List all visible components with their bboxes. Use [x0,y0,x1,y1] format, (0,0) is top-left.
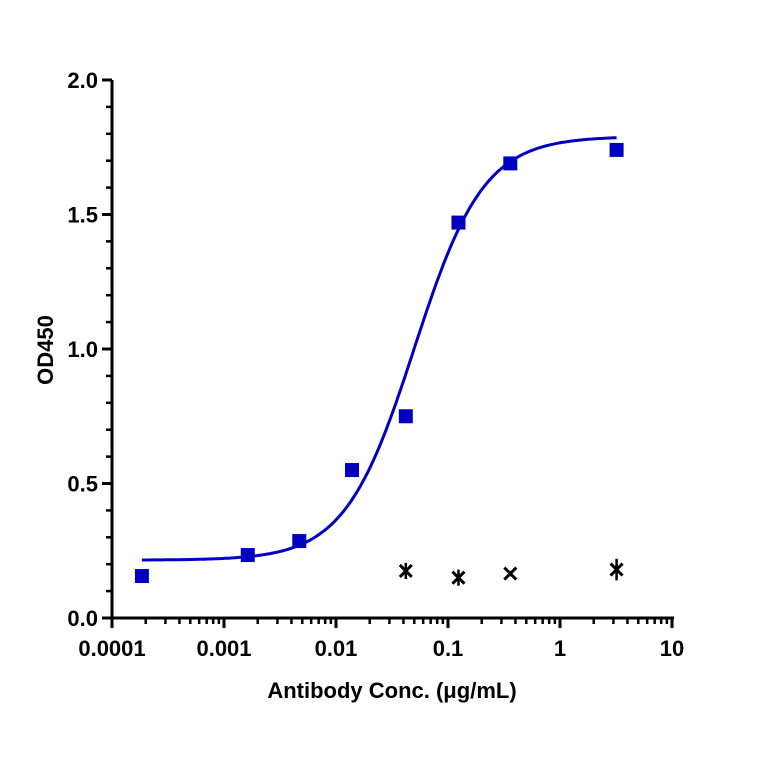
x-tick-label: 1 [554,636,566,661]
x-axis-ticks: 0.0001 0.001 0.01 0.1 1 10 [78,618,684,661]
x-tick-label: 10 [660,636,684,661]
fit-curve-path [141,136,617,562]
y-tick-label: 0.5 [67,472,98,497]
data-point-square [134,569,149,584]
y-axis-ticks: 0.0 0.5 1.0 1.5 2.0 [67,68,112,631]
data-point-square [240,548,255,563]
y-tick-label: 1.0 [67,337,98,362]
y-axis-title: OD450 [33,315,58,385]
y-tick-label: 2.0 [67,68,98,93]
x-axis-title: Antibody Conc. (μg/mL) [267,678,516,703]
data-point-square [398,409,413,424]
data-point-square [609,142,624,157]
data-point-x-marker [503,566,518,581]
x-tick-label: 0.001 [196,636,251,661]
axes [110,80,674,620]
data-point-square [451,215,466,230]
y-tick-label: 0.0 [67,606,98,631]
data-point-square [292,534,307,549]
y-tick-label: 1.5 [67,203,98,228]
data-point-x-marker [451,570,466,585]
x-tick-label: 0.01 [315,636,358,661]
x-tick-label: 0.0001 [78,636,145,661]
data-points [134,142,624,584]
x-tick-label: 0.1 [433,636,464,661]
data-point-square [503,156,518,171]
data-point-x-marker [398,563,413,578]
data-point-x-marker [609,562,624,577]
data-point-square [345,463,360,478]
fit-curve [141,136,617,562]
control-points [398,558,624,586]
